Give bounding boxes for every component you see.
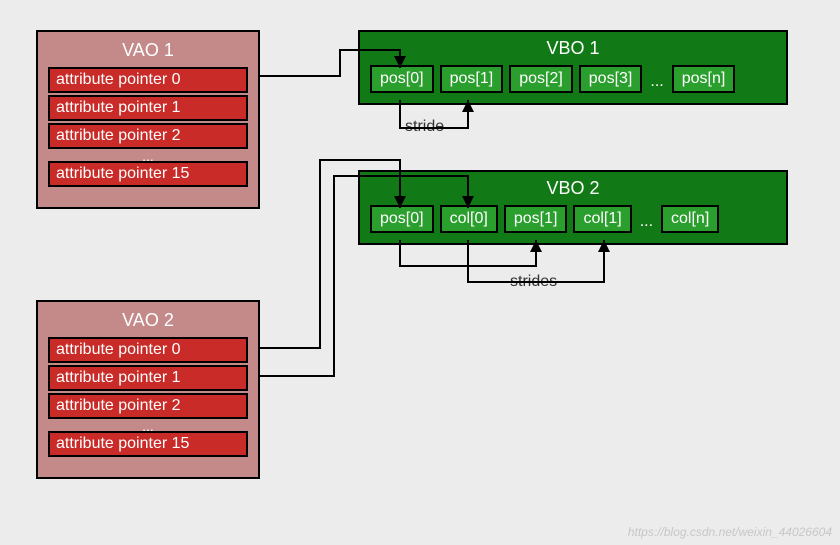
vao2-attr-2: attribute pointer 2 bbox=[48, 393, 248, 419]
vbo2-cell-3: col[1] bbox=[573, 205, 631, 233]
vao-1-box: VAO 1 attribute pointer 0 attribute poin… bbox=[36, 30, 260, 209]
vbo1-cell-0: pos[0] bbox=[370, 65, 434, 93]
vbo-2-box: VBO 2 pos[0] col[0] pos[1] col[1] ... co… bbox=[358, 170, 788, 245]
vbo2-dots: ... bbox=[638, 205, 655, 233]
vao2-attr-15: attribute pointer 15 bbox=[48, 431, 248, 457]
vbo2-cell-0: pos[0] bbox=[370, 205, 434, 233]
vbo1-cell-3: pos[3] bbox=[579, 65, 643, 93]
vbo2-cell-1: col[0] bbox=[440, 205, 498, 233]
vbo-2-title: VBO 2 bbox=[370, 178, 776, 199]
vbo-1-box: VBO 1 pos[0] pos[1] pos[2] pos[3] ... po… bbox=[358, 30, 788, 105]
vbo-2-row: pos[0] col[0] pos[1] col[1] ... col[n] bbox=[370, 205, 776, 233]
vao-1-title: VAO 1 bbox=[48, 40, 248, 61]
vao1-attr-1: attribute pointer 1 bbox=[48, 95, 248, 121]
vao-2-title: VAO 2 bbox=[48, 310, 248, 331]
strides-label: strides bbox=[510, 273, 557, 291]
watermark: https://blog.csdn.net/weixin_44026604 bbox=[628, 525, 832, 539]
vao1-attr-0: attribute pointer 0 bbox=[48, 67, 248, 93]
vbo1-dots: ... bbox=[648, 65, 665, 93]
vao2-attr-1: attribute pointer 1 bbox=[48, 365, 248, 391]
vao2-attr-0: attribute pointer 0 bbox=[48, 337, 248, 363]
vbo2-cell-2: pos[1] bbox=[504, 205, 568, 233]
vao1-attr-15: attribute pointer 15 bbox=[48, 161, 248, 187]
vbo1-cell-1: pos[1] bbox=[440, 65, 504, 93]
vbo-1-row: pos[0] pos[1] pos[2] pos[3] ... pos[n] bbox=[370, 65, 776, 93]
vbo2-cell-n: col[n] bbox=[661, 205, 719, 233]
vbo-1-title: VBO 1 bbox=[370, 38, 776, 59]
stride-label: stride bbox=[405, 118, 444, 136]
vao2-ellipsis: ... bbox=[48, 421, 248, 431]
vbo1-cell-2: pos[2] bbox=[509, 65, 573, 93]
vao1-attr-2: attribute pointer 2 bbox=[48, 123, 248, 149]
vao1-ellipsis: ... bbox=[48, 151, 248, 161]
vao-2-box: VAO 2 attribute pointer 0 attribute poin… bbox=[36, 300, 260, 479]
vbo1-cell-n: pos[n] bbox=[672, 65, 736, 93]
